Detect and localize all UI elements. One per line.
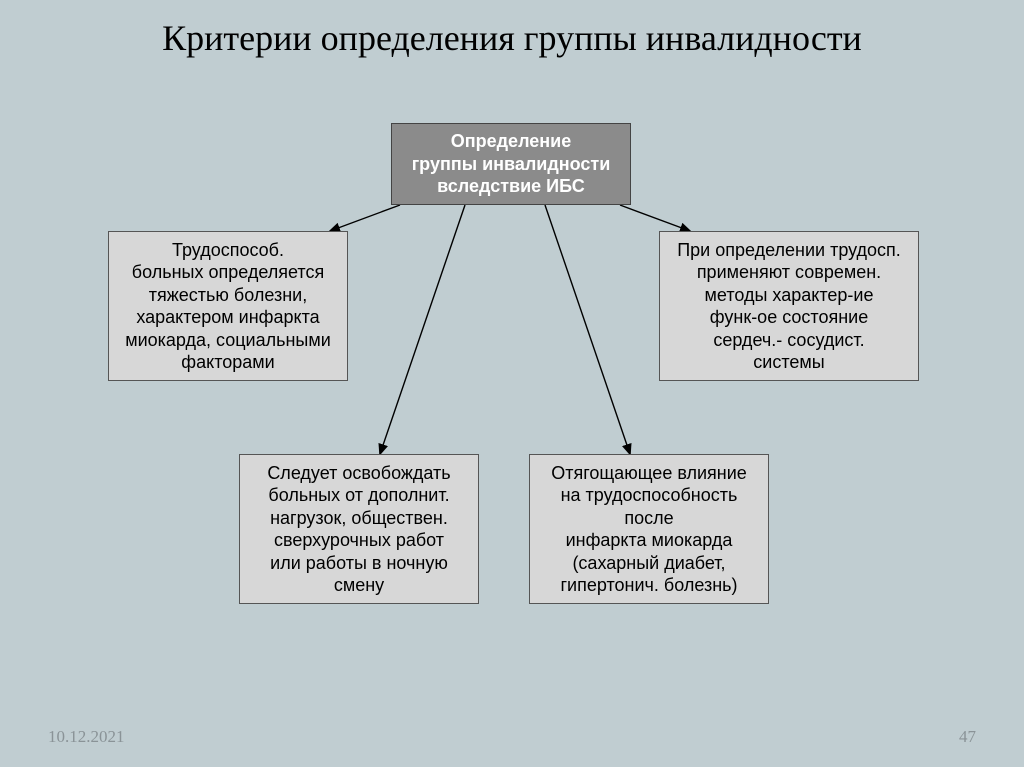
diagram-child-box: Отягощающее влияниена трудоспособностьпо… (529, 454, 769, 604)
diagram-child-box: Трудоспособ.больных определяетсятяжестью… (108, 231, 348, 381)
diagram-child-box: При определении трудосп.применяют соврем… (659, 231, 919, 381)
arrows-layer (0, 0, 1024, 767)
slide-title: Критерии определения группы инвалидности (0, 0, 1024, 59)
slide: Критерии определения группы инвалидности… (0, 0, 1024, 767)
diagram-arrow (380, 205, 465, 454)
footer-page: 47 (959, 727, 976, 747)
diagram-child-box: Следует освобождатьбольных от дополнит.н… (239, 454, 479, 604)
footer-date: 10.12.2021 (48, 727, 125, 747)
diagram-arrow (620, 205, 690, 231)
diagram-arrow (330, 205, 400, 231)
diagram-root-box: Определениегруппы инвалидностивследствие… (391, 123, 631, 205)
diagram-arrow (545, 205, 630, 454)
